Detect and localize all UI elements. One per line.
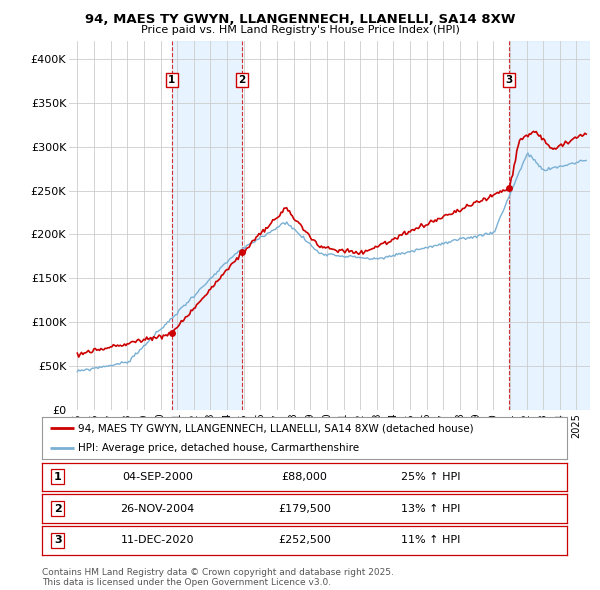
Text: 11-DEC-2020: 11-DEC-2020 xyxy=(121,536,194,545)
Text: 1: 1 xyxy=(168,75,175,85)
Text: 2: 2 xyxy=(238,75,245,85)
Text: 26-NOV-2004: 26-NOV-2004 xyxy=(121,504,194,513)
Text: Contains HM Land Registry data © Crown copyright and database right 2025.
This d: Contains HM Land Registry data © Crown c… xyxy=(42,568,394,587)
Text: 2: 2 xyxy=(54,504,62,513)
Text: 11% ↑ HPI: 11% ↑ HPI xyxy=(401,536,460,545)
Text: 3: 3 xyxy=(54,536,62,545)
Bar xyxy=(172,41,242,410)
Text: £88,000: £88,000 xyxy=(281,472,328,481)
Text: £179,500: £179,500 xyxy=(278,504,331,513)
Text: Price paid vs. HM Land Registry's House Price Index (HPI): Price paid vs. HM Land Registry's House … xyxy=(140,25,460,35)
Text: 25% ↑ HPI: 25% ↑ HPI xyxy=(401,472,460,481)
Text: 13% ↑ HPI: 13% ↑ HPI xyxy=(401,504,460,513)
Text: 1: 1 xyxy=(54,472,62,481)
Text: 94, MAES TY GWYN, LLANGENNECH, LLANELLI, SA14 8XW (detached house): 94, MAES TY GWYN, LLANGENNECH, LLANELLI,… xyxy=(78,423,473,433)
Bar xyxy=(509,41,590,410)
Text: 04-SEP-2000: 04-SEP-2000 xyxy=(122,472,193,481)
Text: £252,500: £252,500 xyxy=(278,536,331,545)
Text: HPI: Average price, detached house, Carmarthenshire: HPI: Average price, detached house, Carm… xyxy=(78,442,359,453)
Text: 94, MAES TY GWYN, LLANGENNECH, LLANELLI, SA14 8XW: 94, MAES TY GWYN, LLANGENNECH, LLANELLI,… xyxy=(85,13,515,26)
Text: 3: 3 xyxy=(505,75,513,85)
